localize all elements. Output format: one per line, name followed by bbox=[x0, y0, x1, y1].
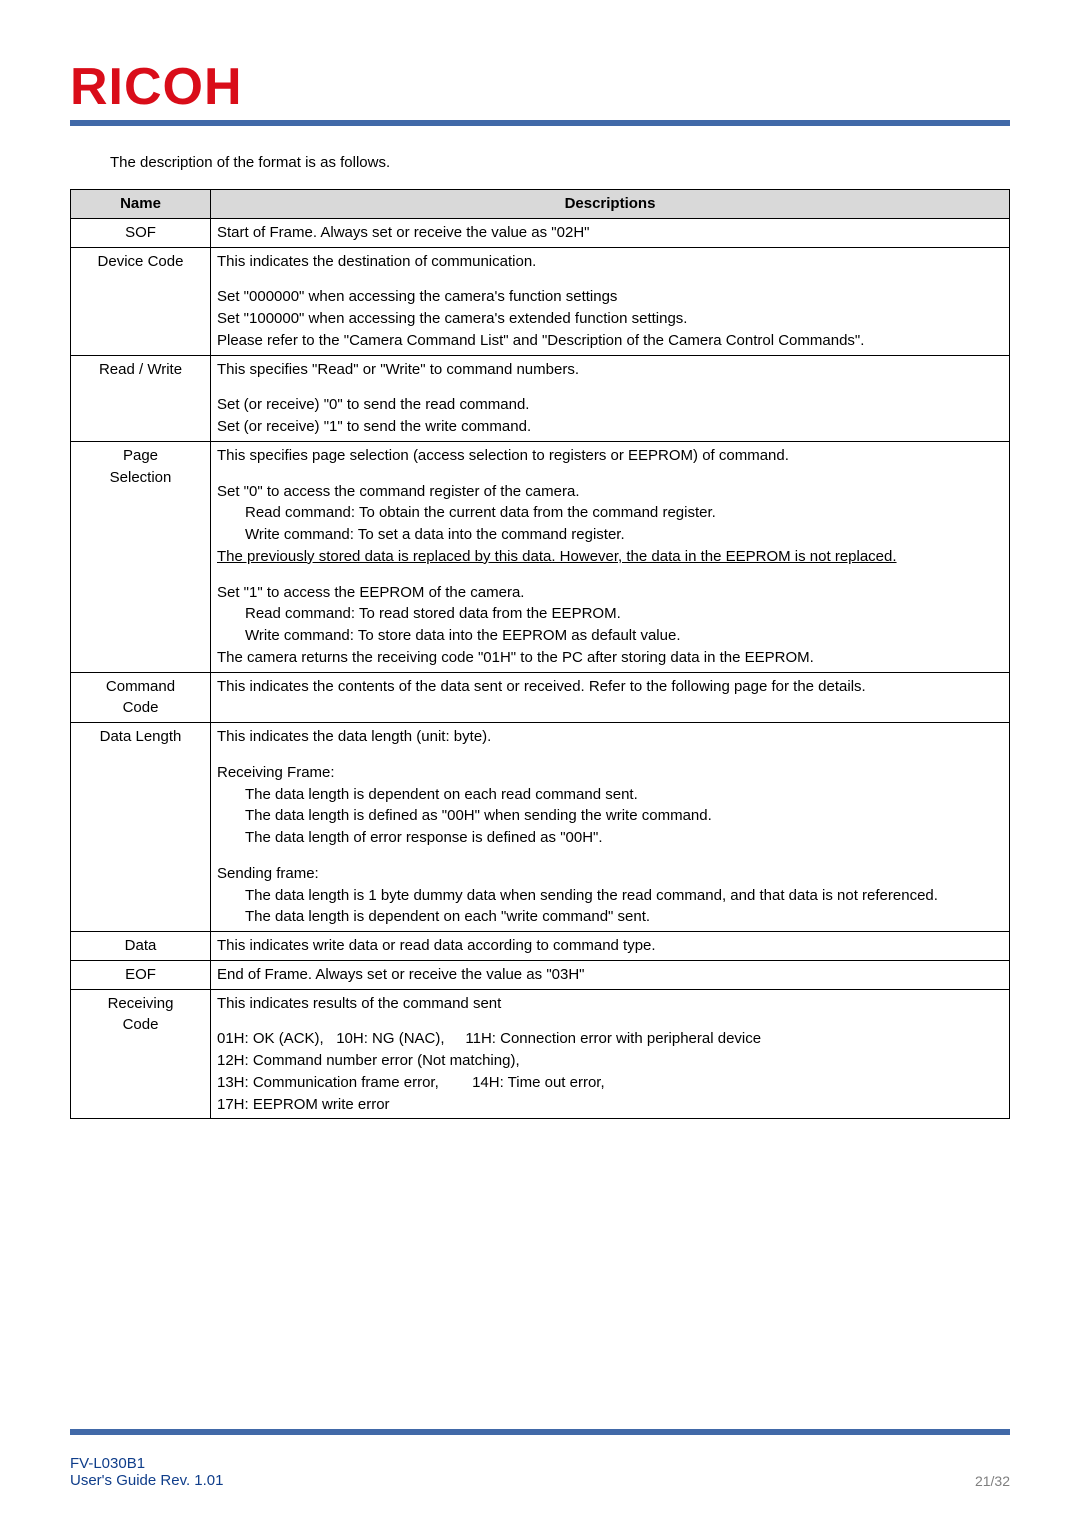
col-header-name: Name bbox=[71, 190, 211, 219]
footer-page-number: 21/32 bbox=[975, 1473, 1010, 1489]
desc-line: The previously stored data is replaced b… bbox=[217, 546, 1003, 568]
desc-line: Receiving Frame: bbox=[217, 762, 1003, 784]
ricoh-logo: RICOH bbox=[70, 60, 316, 112]
row-desc-cell: This indicates results of the command se… bbox=[211, 989, 1010, 1119]
desc-line: Read command: To read stored data from t… bbox=[217, 603, 1003, 625]
desc-line: This indicates the destination of commun… bbox=[217, 251, 1003, 273]
table-row: SOF Start of Frame. Always set or receive… bbox=[71, 218, 1010, 247]
desc-line: Read command: To obtain the current data… bbox=[217, 502, 1003, 524]
table-row: PageSelection This specifies page selecti… bbox=[71, 441, 1010, 672]
table-row: EOF End of Frame. Always set or receive t… bbox=[71, 960, 1010, 989]
table-header-row: Name Descriptions bbox=[71, 190, 1010, 219]
desc-line: Write command: To store data into the EE… bbox=[217, 625, 1003, 647]
footer-left: FV-L030B1 User's Guide Rev. 1.01 bbox=[70, 1455, 224, 1489]
logo-container: RICOH bbox=[70, 60, 1010, 112]
row-desc-cell: End of Frame. Always set or receive the … bbox=[211, 960, 1010, 989]
row-name-cell: SOF bbox=[71, 218, 211, 247]
desc-line: Write command: To set a data into the co… bbox=[217, 524, 1003, 546]
row-name-cell: CommandCode bbox=[71, 672, 211, 723]
col-header-desc: Descriptions bbox=[211, 190, 1010, 219]
table-row: CommandCode This indicates the contents o… bbox=[71, 672, 1010, 723]
row-desc-cell: Start of Frame. Always set or receive th… bbox=[211, 218, 1010, 247]
header-rule bbox=[70, 120, 1010, 126]
desc-line: This indicates the contents of the data … bbox=[217, 676, 1003, 698]
desc-line: Set "000000" when accessing the camera's… bbox=[217, 286, 1003, 308]
row-desc-cell: This specifies "Read" or "Write" to comm… bbox=[211, 355, 1010, 441]
row-name-cell: PageSelection bbox=[71, 441, 211, 672]
underlined-text: The previously stored data is replaced b… bbox=[217, 548, 897, 565]
desc-line: Set "0" to access the command register o… bbox=[217, 481, 1003, 503]
desc-line: This specifies page selection (access se… bbox=[217, 445, 1003, 467]
row-name-cell: Data bbox=[71, 932, 211, 961]
page-footer: FV-L030B1 User's Guide Rev. 1.01 21/32 bbox=[70, 1455, 1010, 1489]
row-desc-cell: This specifies page selection (access se… bbox=[211, 441, 1010, 672]
desc-line: 13H: Communication frame error, 14H: Tim… bbox=[217, 1072, 1003, 1094]
desc-line: This indicates write data or read data a… bbox=[217, 935, 1003, 957]
desc-line: The data length of error response is def… bbox=[217, 827, 1003, 849]
desc-line: Sending frame: bbox=[217, 863, 1003, 885]
desc-line: This specifies "Read" or "Write" to comm… bbox=[217, 359, 1003, 381]
footer-rule bbox=[70, 1429, 1010, 1435]
desc-line: Start of Frame. Always set or receive th… bbox=[217, 222, 1003, 244]
footer-product: FV-L030B1 bbox=[70, 1455, 224, 1472]
desc-line: 12H: Command number error (Not matching)… bbox=[217, 1050, 1003, 1072]
table-row: Read / Write This specifies "Read" or "Wr… bbox=[71, 355, 1010, 441]
desc-line: This indicates the data length (unit: by… bbox=[217, 726, 1003, 748]
desc-line: This indicates results of the command se… bbox=[217, 993, 1003, 1015]
table-row: Data Length This indicates the data lengt… bbox=[71, 723, 1010, 932]
desc-line: 17H: EEPROM write error bbox=[217, 1094, 1003, 1116]
row-name-cell: Read / Write bbox=[71, 355, 211, 441]
desc-line: The data length is dependent on each "wr… bbox=[217, 906, 1003, 928]
row-desc-cell: This indicates write data or read data a… bbox=[211, 932, 1010, 961]
desc-line: Please refer to the "Camera Command List… bbox=[217, 330, 1003, 352]
desc-line: Set "1" to access the EEPROM of the came… bbox=[217, 582, 1003, 604]
intro-text: The description of the format is as foll… bbox=[110, 154, 1010, 171]
desc-line: End of Frame. Always set or receive the … bbox=[217, 964, 1003, 986]
desc-line: The data length is defined as "00H" when… bbox=[217, 805, 1003, 827]
table-row: Data This indicates write data or read da… bbox=[71, 932, 1010, 961]
footer-guide-rev: User's Guide Rev. 1.01 bbox=[70, 1472, 224, 1489]
desc-line: The data length is 1 byte dummy data whe… bbox=[217, 885, 1003, 907]
format-description-table: Name Descriptions SOF Start of Frame. Alw… bbox=[70, 189, 1010, 1119]
desc-line: The data length is dependent on each rea… bbox=[217, 784, 1003, 806]
table-row: ReceivingCode This indicates results of t… bbox=[71, 989, 1010, 1119]
row-desc-cell: This indicates the destination of commun… bbox=[211, 247, 1010, 355]
logo-text: RICOH bbox=[70, 60, 243, 112]
desc-line: 01H: OK (ACK), 10H: NG (NAC), 11H: Conne… bbox=[217, 1028, 1003, 1050]
row-name-cell: ReceivingCode bbox=[71, 989, 211, 1119]
row-name-cell: Device Code bbox=[71, 247, 211, 355]
desc-line: Set (or receive) "0" to send the read co… bbox=[217, 394, 1003, 416]
desc-line: The camera returns the receiving code "0… bbox=[217, 647, 1003, 669]
row-name-cell: EOF bbox=[71, 960, 211, 989]
row-name-cell: Data Length bbox=[71, 723, 211, 932]
row-desc-cell: This indicates the data length (unit: by… bbox=[211, 723, 1010, 932]
desc-line: Set "100000" when accessing the camera's… bbox=[217, 308, 1003, 330]
desc-line: Set (or receive) "1" to send the write c… bbox=[217, 416, 1003, 438]
row-desc-cell: This indicates the contents of the data … bbox=[211, 672, 1010, 723]
table-row: Device Code This indicates the destinatio… bbox=[71, 247, 1010, 355]
